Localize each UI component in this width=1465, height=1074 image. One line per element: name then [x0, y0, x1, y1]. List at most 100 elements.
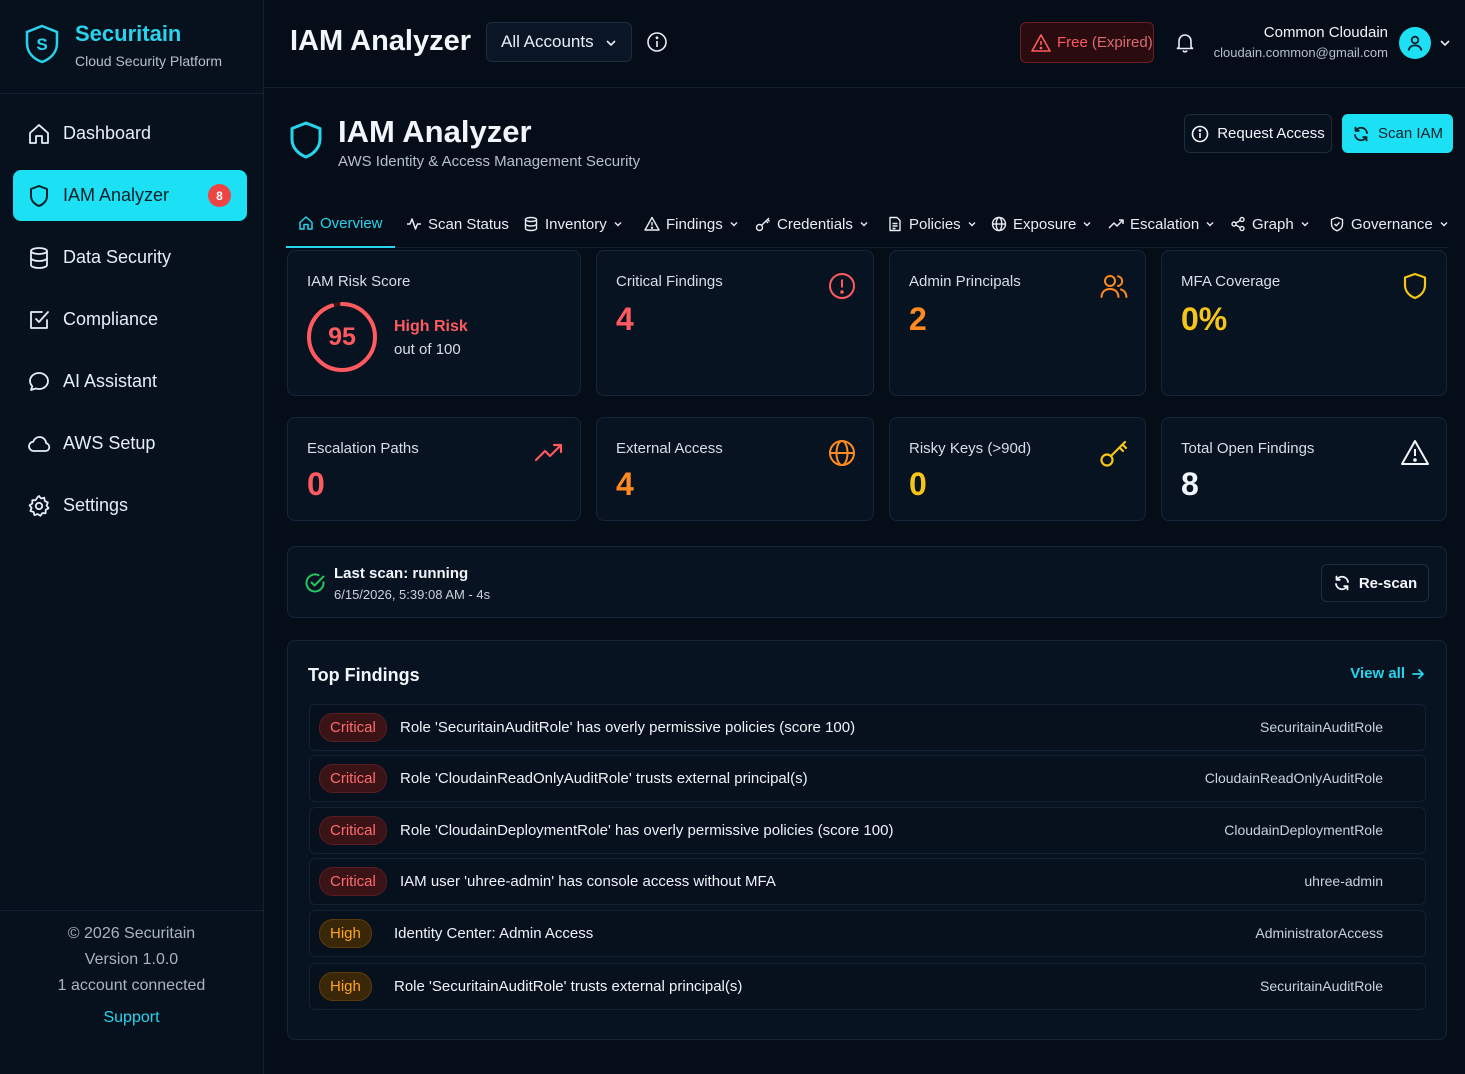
risk-score-card: IAM Risk Score 95 High Risk out of 100: [287, 250, 581, 396]
svg-text:S: S: [36, 35, 47, 54]
brand-name: Securitain: [75, 21, 182, 46]
bell-icon[interactable]: [1174, 31, 1196, 53]
chevron-down-icon: [614, 222, 622, 227]
account-select[interactable]: All Accounts: [486, 22, 632, 62]
avatar[interactable]: [1399, 27, 1431, 59]
view-all-link[interactable]: View all: [1350, 665, 1425, 682]
scan-iam-button[interactable]: Scan IAM: [1342, 114, 1453, 153]
alert-circle-icon: [829, 273, 855, 299]
tab-scan-status[interactable]: Scan Status: [406, 200, 509, 248]
sidebar-item-ai-assistant[interactable]: AI Assistant: [13, 356, 247, 407]
card-label: Total Open Findings: [1181, 440, 1315, 457]
severity-badge: Critical: [319, 867, 387, 896]
key-icon: [1100, 440, 1128, 467]
tab-label: Credentials: [777, 215, 853, 233]
page-subtitle: AWS Identity & Access Management Securit…: [338, 153, 641, 170]
users-icon: [1100, 275, 1128, 298]
tab-governance[interactable]: Governance: [1329, 200, 1449, 248]
tab-bar: Overview Scan Status Inventory Findings …: [286, 200, 1448, 248]
rescan-label: Re-scan: [1358, 574, 1418, 592]
tab-label: Overview: [320, 214, 383, 232]
database-icon: [30, 246, 48, 269]
sidebar-nav: Dashboard IAM Analyzer 8 Data Security C…: [13, 108, 247, 542]
top-header: IAM Analyzer All Accounts Free (Expired)…: [264, 0, 1465, 88]
sidebar-item-compliance[interactable]: Compliance: [13, 294, 247, 345]
request-access-label: Request Access: [1217, 125, 1325, 142]
risk-score-ring: [307, 302, 377, 372]
view-all-label: View all: [1350, 665, 1405, 682]
sidebar-item-label: Compliance: [63, 309, 159, 329]
chevron-down-icon: [730, 222, 738, 227]
finding-text: Role 'SecuritainAuditRole' has overly pe…: [400, 719, 856, 736]
sidebar-item-dashboard[interactable]: Dashboard: [13, 108, 247, 159]
copyright: © 2026 Securitain: [67, 925, 196, 942]
finding-row[interactable]: Critical Role 'CloudainReadOnlyAuditRole…: [309, 755, 1426, 802]
finding-resource: AdministratorAccess: [1255, 925, 1383, 941]
trend-up-icon: [534, 443, 563, 462]
finding-row[interactable]: Critical Role 'SecuritainAuditRole' has …: [309, 704, 1426, 751]
database-icon: [524, 216, 538, 232]
tab-label: Inventory: [545, 215, 607, 233]
sidebar-footer: © 2026 Securitain Version 1.0.0 1 accoun…: [0, 910, 263, 1074]
tab-overview[interactable]: Overview: [286, 200, 395, 248]
finding-row[interactable]: Critical Role 'CloudainDeploymentRole' h…: [309, 807, 1426, 854]
card-label: Risky Keys (>90d): [909, 440, 1032, 457]
card-label: Admin Principals: [909, 273, 1021, 290]
plan-label: Free: [1057, 34, 1088, 51]
findings-count-badge: 8: [208, 184, 231, 207]
finding-resource: CloudainDeploymentRole: [1224, 822, 1383, 838]
tab-label: Escalation: [1130, 215, 1200, 233]
tab-exposure[interactable]: Exposure: [991, 200, 1092, 248]
sidebar-item-iam-analyzer[interactable]: IAM Analyzer 8: [13, 170, 247, 221]
rescan-button[interactable]: Re-scan: [1321, 564, 1429, 602]
tab-label: Graph: [1252, 215, 1294, 233]
checkbox-icon: [30, 310, 49, 329]
critical-findings-card: Critical Findings 4: [596, 250, 874, 396]
brand-subtitle: Cloud Security Platform: [75, 53, 223, 69]
user-name: Common Cloudain: [1263, 24, 1388, 41]
info-icon: [1191, 125, 1209, 142]
tab-findings[interactable]: Findings: [644, 200, 739, 248]
support-link[interactable]: Support: [103, 1009, 160, 1026]
sidebar-item-settings[interactable]: Settings: [13, 480, 247, 531]
chevron-down-icon: [968, 222, 976, 227]
tab-escalation[interactable]: Escalation: [1108, 200, 1215, 248]
card-label: External Access: [616, 440, 723, 457]
shield-check-icon: [1330, 216, 1344, 232]
finding-row[interactable]: High Identity Center: Admin Access Admin…: [309, 910, 1426, 957]
risk-level: High Risk: [394, 318, 468, 335]
tab-inventory[interactable]: Inventory: [523, 200, 623, 248]
account-select-value: All Accounts: [501, 32, 594, 51]
sidebar: S Securitain Cloud Security Platform Das…: [0, 0, 264, 1074]
chat-icon: [29, 371, 49, 391]
finding-resource: SecuritainAuditRole: [1260, 719, 1383, 735]
plan-status: (Expired): [1091, 34, 1153, 51]
header-title: IAM Analyzer: [290, 25, 472, 57]
home-icon: [29, 123, 49, 144]
card-label: Critical Findings: [616, 273, 723, 290]
chevron-down-icon: [1440, 222, 1448, 227]
info-icon[interactable]: [646, 31, 668, 53]
sidebar-item-aws-setup[interactable]: AWS Setup: [13, 418, 247, 469]
brand: S Securitain Cloud Security Platform: [0, 0, 263, 94]
chevron-down-icon[interactable]: [1439, 37, 1451, 49]
severity-badge: Critical: [319, 764, 387, 793]
warning-icon: [1401, 440, 1429, 465]
severity-badge: Critical: [319, 713, 387, 742]
tab-graph[interactable]: Graph: [1230, 200, 1310, 248]
tab-policies[interactable]: Policies: [887, 200, 977, 248]
sidebar-item-data-security[interactable]: Data Security: [13, 232, 247, 283]
page-title: IAM Analyzer: [338, 114, 532, 149]
arrow-right-icon: [1412, 668, 1424, 679]
tab-credentials[interactable]: Credentials: [755, 200, 869, 248]
card-value: 4: [616, 301, 634, 337]
total-open-findings-card: Total Open Findings 8: [1161, 417, 1447, 521]
finding-row[interactable]: High Role 'SecuritainAuditRole' trusts e…: [309, 963, 1426, 1010]
user-icon: [1407, 35, 1423, 51]
scan-status-bar: Last scan: running 6/15/2026, 5:39:08 AM…: [287, 546, 1447, 618]
chevron-down-icon: [860, 222, 868, 227]
finding-row[interactable]: Critical IAM user 'uhree-admin' has cons…: [309, 858, 1426, 905]
request-access-button[interactable]: Request Access: [1184, 114, 1332, 153]
sidebar-item-label: Settings: [63, 495, 129, 515]
plan-badge[interactable]: Free (Expired): [1020, 22, 1154, 63]
